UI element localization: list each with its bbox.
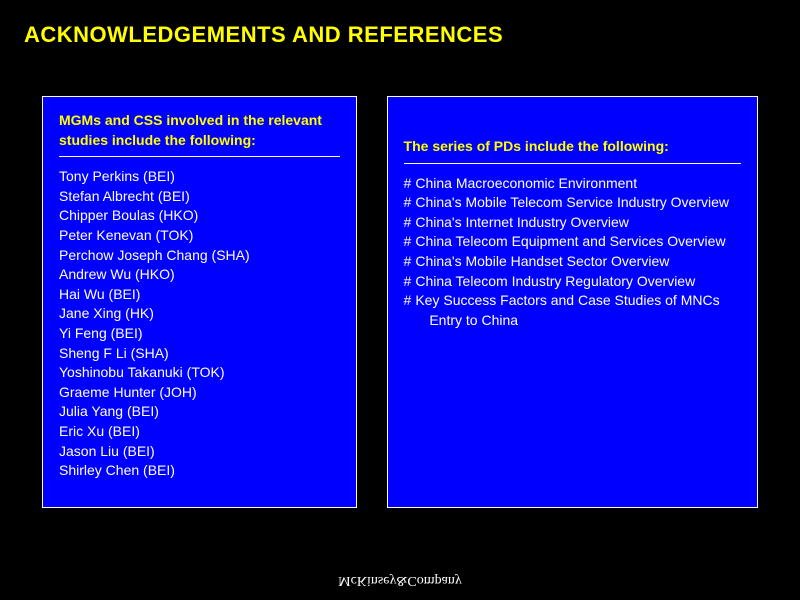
left-panel: MGMs and CSS involved in the relevant st… xyxy=(42,96,357,508)
list-item: Graeme Hunter (JOH) xyxy=(59,383,340,403)
page-title: ACKNOWLEDGEMENTS AND REFERENCES xyxy=(24,22,503,48)
right-panel: The series of PDs include the following:… xyxy=(387,96,758,508)
hash-icon: # xyxy=(404,232,412,252)
hash-icon: # xyxy=(404,291,412,311)
list-item: # China Telecom Industry Regulatory Over… xyxy=(404,272,741,292)
list-item: Sheng F Li (SHA) xyxy=(59,344,340,364)
pd-list: # China Macroeconomic Environment # Chin… xyxy=(404,174,741,331)
list-item: Shirley Chen (BEI) xyxy=(59,461,340,481)
list-item: Yoshinobu Takanuki (TOK) xyxy=(59,363,340,383)
list-item: # China's Mobile Telecom Service Industr… xyxy=(404,193,741,213)
people-list: Tony Perkins (BEI) Stefan Albrecht (BEI)… xyxy=(59,167,340,481)
columns-container: MGMs and CSS involved in the relevant st… xyxy=(42,96,758,508)
hash-icon: # xyxy=(404,174,412,194)
list-item: Jason Liu (BEI) xyxy=(59,442,340,462)
list-item: Jane Xing (HK) xyxy=(59,304,340,324)
list-item: # China Macroeconomic Environment xyxy=(404,174,741,194)
list-item: Perchow Joseph Chang (SHA) xyxy=(59,246,340,266)
hash-icon: # xyxy=(404,193,412,213)
list-item: Stefan Albrecht (BEI) xyxy=(59,187,340,207)
list-item: Hai Wu (BEI) xyxy=(59,285,340,305)
list-item: # China Telecom Equipment and Services O… xyxy=(404,232,741,252)
hash-icon: # xyxy=(404,213,412,233)
list-item: Eric Xu (BEI) xyxy=(59,422,340,442)
right-panel-heading: The series of PDs include the following: xyxy=(404,137,741,164)
list-item: # China's Internet Industry Overview xyxy=(404,213,741,233)
list-item: Chipper Boulas (HKO) xyxy=(59,206,340,226)
list-item: # China's Mobile Handset Sector Overview xyxy=(404,252,741,272)
list-item: Andrew Wu (HKO) xyxy=(59,265,340,285)
list-item: # Key Success Factors and Case Studies o… xyxy=(404,291,741,330)
footer-logo: McKinsey&Company xyxy=(338,572,462,588)
list-item: Peter Kenevan (TOK) xyxy=(59,226,340,246)
list-item: Tony Perkins (BEI) xyxy=(59,167,340,187)
list-item: Yi Feng (BEI) xyxy=(59,324,340,344)
list-item: Julia Yang (BEI) xyxy=(59,402,340,422)
hash-icon: # xyxy=(404,272,412,292)
hash-icon: # xyxy=(404,252,412,272)
left-panel-heading: MGMs and CSS involved in the relevant st… xyxy=(59,111,340,157)
